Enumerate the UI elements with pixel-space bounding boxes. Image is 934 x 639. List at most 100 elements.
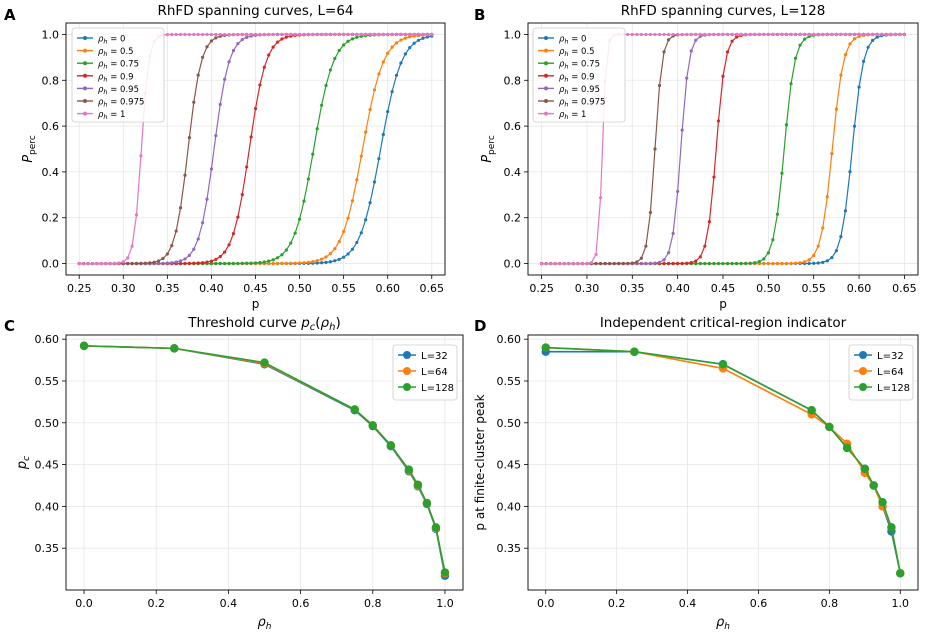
data-point [209,167,214,171]
data-point [662,50,666,54]
data-point [187,261,191,265]
data-point [399,32,403,37]
data-point [848,42,852,46]
legend-entry: ρh = 0.9 [77,72,134,83]
data-point [793,56,798,60]
data-point [648,261,653,266]
data-point [201,221,205,225]
data-point [771,32,775,37]
legend-swatch-marker [83,111,87,116]
data-point [302,199,306,203]
data-point [196,73,200,77]
data-point [359,154,363,158]
data-point [209,39,214,43]
legend: L=32 L=64 L=128 [392,344,458,401]
data-point [860,464,870,473]
data-point [703,261,707,266]
data-point [889,32,893,37]
data-point [598,261,603,266]
data-point [337,48,341,53]
data-point [662,258,666,262]
data-point [798,261,802,265]
data-point [630,261,634,265]
y-axis-label: Pperc [480,135,497,163]
data-point [644,244,648,248]
data-point [121,260,125,264]
data-point [807,258,811,262]
data-point [567,261,571,266]
data-point [798,43,802,47]
data-point [236,32,240,37]
x-axis-label: p [252,297,260,311]
data-point [95,261,99,266]
data-point [852,124,857,128]
data-point [143,261,147,265]
data-point [662,261,666,266]
x-tick-label: 0.25 [529,282,554,295]
data-point [284,248,288,252]
legend-entry: L=64 [398,367,448,378]
data-point [320,257,324,261]
x-tick-label: 0.8 [364,597,382,610]
data-point [887,523,896,532]
data-point [196,237,200,241]
data-point [240,192,244,197]
legend-label: ρh = 0 [98,35,125,46]
y-tick-label: 0.35 [35,542,60,555]
data-point [902,32,906,37]
data-point [748,261,752,265]
x-tick-label: 0.8 [821,597,839,610]
data-point [227,60,231,64]
data-point [324,260,328,264]
data-point [403,32,407,37]
data-point [648,210,653,215]
x-tick-label: 0.55 [331,282,356,295]
data-point [589,260,594,265]
data-point [635,260,639,264]
data-point [617,261,621,266]
data-point [639,32,643,37]
legend-entry: ρh = 0.975 [538,98,605,109]
axes-frame [527,334,919,591]
plot-area [77,32,434,266]
data-point [671,32,675,37]
data-point [748,32,752,37]
legend-label: ρh = 0.95 [98,85,139,96]
data-point [342,230,346,234]
data-point [653,261,657,265]
data-point [355,240,359,245]
data-point [580,261,585,266]
legend-label: L=32 [877,351,904,362]
data-point [694,261,698,266]
data-point [346,39,350,43]
data-point [350,37,355,41]
data-point [685,76,689,80]
data-point [775,212,780,216]
data-point [236,215,240,219]
data-point [784,123,789,127]
data-point [771,261,775,266]
data-point [267,259,271,263]
legend: L=32 L=64 L=128 [848,344,914,401]
data-point [333,259,337,263]
data-point [549,261,553,266]
data-point [412,32,416,37]
data-point [333,32,337,37]
data-point [558,261,562,266]
data-point [553,261,557,266]
data-point [253,107,258,111]
data-point [350,247,355,251]
data-point [812,261,816,265]
data-point [324,83,328,88]
data-point [271,32,275,37]
legend-label: ρh = 0.75 [98,60,139,71]
data-point [315,127,319,131]
data-point [784,32,789,37]
data-point [839,32,843,37]
x-tick-label: 0.25 [67,282,92,295]
legend-label: L=64 [877,367,904,378]
x-tick-label: 0.6 [750,597,768,610]
data-point [337,240,341,244]
data-point [108,261,112,266]
data-point [712,175,716,179]
